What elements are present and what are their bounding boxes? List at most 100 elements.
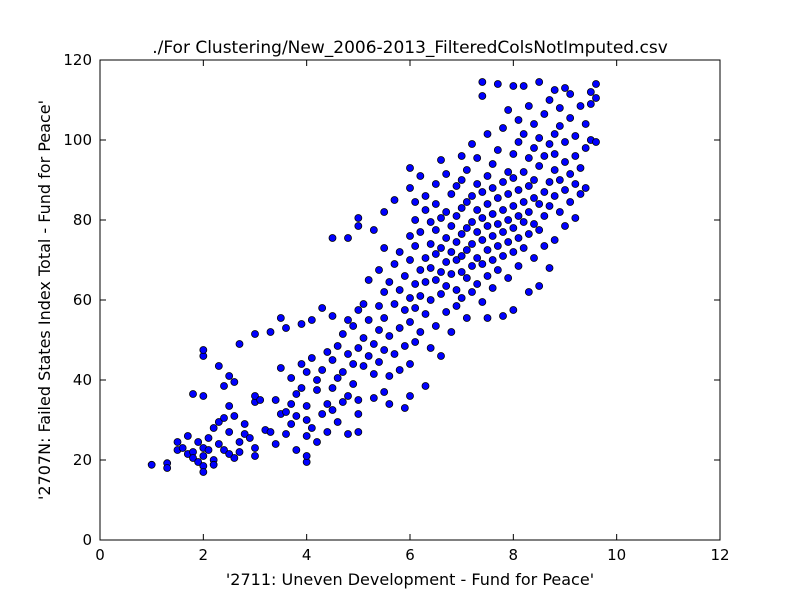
data-point: [452, 238, 461, 246]
data-point: [297, 360, 306, 368]
data-point: [411, 280, 420, 288]
data-point: [369, 394, 378, 402]
data-point: [313, 386, 321, 394]
data-point: [514, 234, 523, 242]
data-point: [282, 324, 290, 332]
y-tick-label: 40: [73, 371, 92, 389]
data-point: [504, 168, 513, 176]
data-point: [519, 218, 528, 226]
data-point: [473, 206, 482, 214]
data-point: [189, 454, 197, 462]
data-point: [421, 310, 430, 318]
data-point: [292, 446, 301, 454]
data-point: [561, 84, 569, 92]
data-point: [225, 372, 234, 380]
data-point: [354, 428, 363, 436]
data-point: [411, 198, 420, 206]
data-point: [545, 202, 554, 210]
data-point: [338, 398, 347, 406]
data-point: [251, 444, 259, 452]
data-point: [251, 330, 259, 338]
data-point: [483, 222, 492, 230]
data-point: [473, 154, 482, 162]
data-point: [530, 254, 538, 262]
data-point: [504, 106, 513, 114]
y-tick-label: 20: [73, 451, 92, 469]
data-point: [173, 438, 182, 446]
data-point: [509, 150, 518, 158]
data-point: [426, 296, 435, 304]
data-point: [338, 330, 347, 338]
data-point: [452, 302, 461, 310]
data-point: [509, 202, 518, 210]
data-point: [540, 188, 549, 196]
data-point: [530, 176, 538, 184]
data-point: [555, 122, 564, 130]
data-point: [364, 352, 373, 360]
data-point: [437, 268, 445, 276]
data-point: [147, 460, 156, 469]
data-point: [395, 248, 404, 256]
data-point: [380, 288, 389, 296]
x-tick-label: 12: [710, 546, 729, 564]
data-point: [452, 286, 461, 294]
data-point: [431, 322, 440, 330]
data-point: [462, 166, 471, 174]
data-point: [395, 286, 404, 294]
data-point: [364, 276, 373, 284]
data-point: [385, 332, 394, 340]
data-point: [447, 222, 456, 230]
data-point: [540, 152, 549, 160]
data-point: [276, 364, 285, 372]
data-point: [519, 198, 528, 206]
data-point: [462, 274, 471, 282]
data-point: [462, 198, 471, 206]
data-point: [576, 102, 585, 110]
data-point: [478, 188, 487, 196]
x-tick-label: 6: [405, 546, 415, 564]
data-point: [230, 412, 239, 420]
chart-title: ./For Clustering/New_2006-2013_FilteredC…: [152, 38, 668, 58]
data-point: [369, 370, 378, 378]
data-point: [354, 214, 363, 222]
data-point: [468, 288, 476, 296]
data-point: [395, 324, 404, 332]
y-tick-label: 100: [63, 131, 92, 149]
data-point: [592, 80, 600, 88]
data-point: [524, 208, 533, 216]
data-point: [302, 368, 311, 376]
data-point: [545, 140, 554, 148]
data-point: [442, 208, 451, 216]
data-point: [519, 168, 528, 176]
x-tick-label: 2: [199, 546, 209, 564]
data-point: [220, 446, 228, 454]
data-point: [545, 178, 554, 186]
data-point: [452, 182, 461, 190]
data-point: [390, 300, 399, 308]
data-point: [468, 140, 476, 148]
data-point: [406, 184, 414, 192]
data-point: [349, 360, 358, 368]
data-point: [333, 342, 342, 350]
data-point: [426, 240, 435, 248]
data-point: [447, 248, 456, 256]
data-point: [318, 410, 327, 418]
data-point: [483, 272, 492, 280]
y-tick-label: 0: [82, 531, 92, 549]
data-point: [473, 228, 482, 236]
data-point: [421, 382, 430, 390]
data-point: [209, 460, 218, 469]
data-point: [555, 104, 564, 112]
data-point: [313, 438, 321, 446]
data-point: [437, 214, 445, 222]
data-point: [214, 418, 223, 426]
data-point: [199, 468, 208, 476]
data-point: [488, 184, 497, 192]
data-point: [302, 432, 311, 440]
data-point: [571, 132, 580, 140]
data-point: [302, 416, 311, 424]
data-point: [411, 338, 420, 346]
x-tick-label: 8: [509, 546, 519, 564]
data-point: [442, 258, 451, 266]
